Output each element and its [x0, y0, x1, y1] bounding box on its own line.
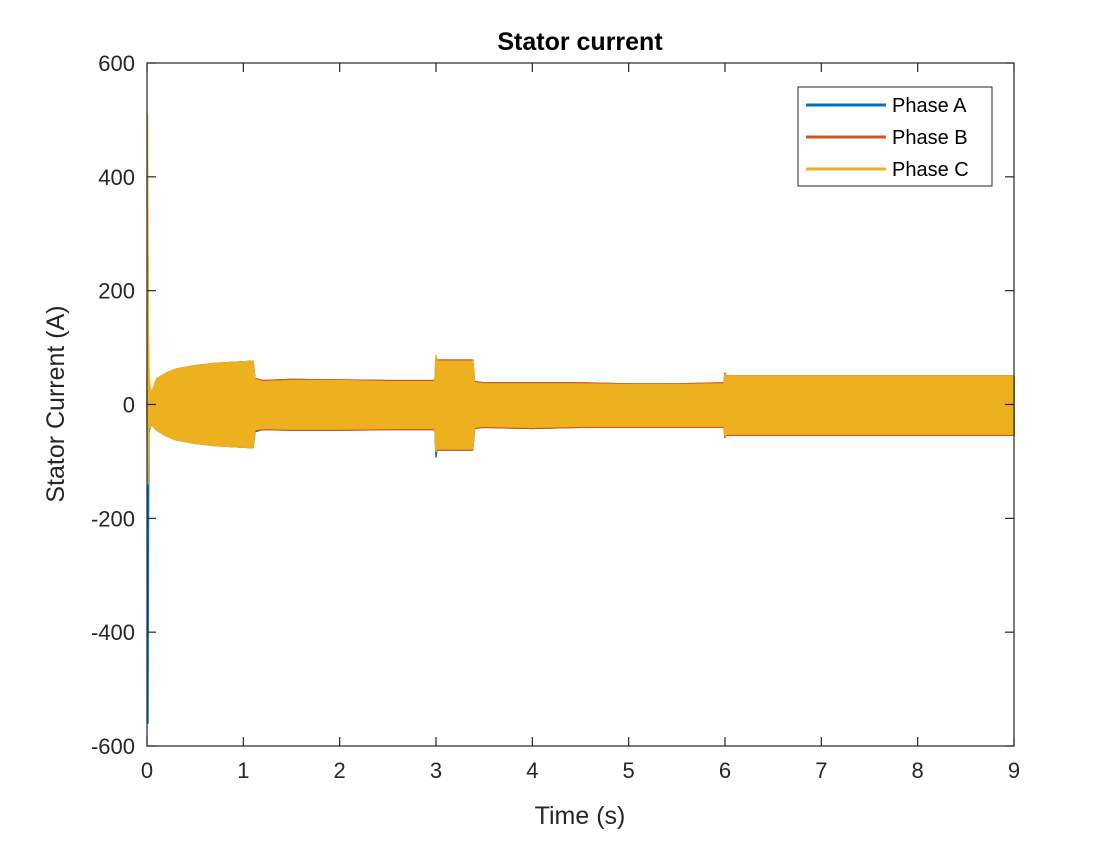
chart-title: Stator current	[497, 28, 663, 56]
x-tick-label: 9	[1008, 758, 1020, 783]
ticks-layer: 0 1 2 3 4 5 6 7 8 9 -600 -400 -200 0 200 400 600	[91, 51, 1020, 783]
legend: Phase A Phase B Phase C	[797, 86, 993, 187]
x-tick-label: 7	[815, 758, 827, 783]
x-tick-label: 5	[623, 758, 635, 783]
x-tick-label: 0	[141, 758, 153, 783]
legend-label-phase-c: Phase C	[892, 159, 969, 181]
x-tick-label: 2	[334, 758, 346, 783]
y-tick-label: 600	[98, 51, 135, 76]
x-tick-label: 6	[719, 758, 731, 783]
y-tick-label: 200	[98, 279, 135, 304]
y-tick-label: -600	[91, 734, 135, 759]
y-tick-label: -200	[91, 506, 135, 531]
x-tick-label: 1	[237, 758, 249, 783]
y-tick-label: 400	[98, 165, 135, 190]
legend-label-phase-b: Phase B	[892, 127, 968, 149]
x-tick-label: 3	[430, 758, 442, 783]
legend-label-phase-a: Phase A	[892, 95, 967, 117]
y-tick-label: -400	[91, 620, 135, 645]
x-tick-label: 8	[912, 758, 924, 783]
y-axis-label: Stator Current (A)	[42, 305, 70, 502]
y-tick-label: 0	[123, 393, 135, 418]
x-tick-label: 4	[526, 758, 538, 783]
x-axis-label: Time (s)	[535, 802, 626, 830]
